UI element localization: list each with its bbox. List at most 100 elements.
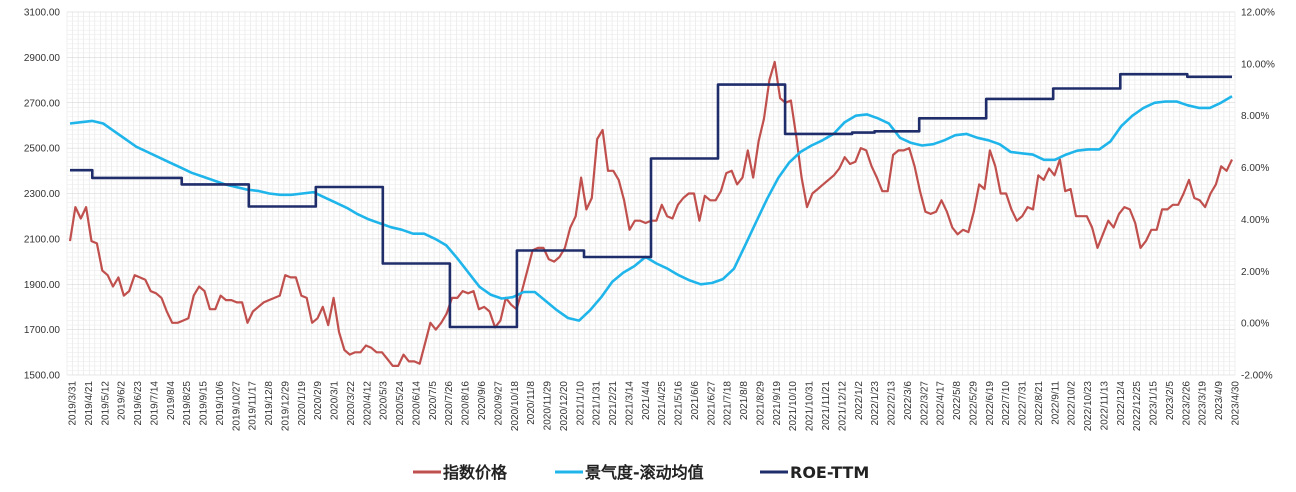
x-tick-label: 2022/1/23 [870,381,881,426]
x-tick-label: 2019/6/23 [133,381,144,426]
x-tick-label: 2021/6/27 [706,381,717,426]
x-tick-label: 2021/6/6 [690,381,701,420]
x-tick-label: 2022/5/8 [952,381,963,420]
x-tick-label: 2019/4/21 [84,381,95,426]
x-tick-label: 2022/10/2 [1067,381,1078,426]
series-line-2 [70,72,1232,329]
y-left-tick-label: 2100.00 [24,234,61,245]
x-tick-label: 2021/12/12 [837,381,848,431]
x-tick-label: 2022/8/21 [1034,381,1045,426]
x-tick-label: 2021/8/29 [756,381,767,426]
y-left-tick-label: 2300.00 [24,189,61,200]
x-tick-label: 2021/4/25 [657,381,668,426]
x-tick-label: 2020/5/24 [395,381,406,426]
x-tick-label: 2021/5/16 [674,381,685,426]
legend-label: 景气度-滚动均值 [585,463,704,482]
plot-area [66,11,1236,376]
x-tick-label: 2019/8/4 [166,381,177,420]
x-tick-label: 2021/2/21 [608,381,619,426]
y-left-tick-label: 1500.00 [24,371,61,382]
x-tick-label: 2020/1/19 [297,381,308,426]
legend-label: 指数价格 [443,463,508,482]
x-tick-label: 2020/2/9 [313,381,324,420]
y-right-tick-label: 8.00% [1241,111,1269,122]
x-tick-label: 2022/5/29 [968,381,979,426]
legend: 指数价格 景气度-滚动均值 ROE-TTM [413,463,869,482]
y-right-tick-label: 4.00% [1241,215,1269,226]
x-tick-label: 2020/11/29 [543,381,554,431]
x-tick-label: 2020/3/1 [330,381,341,420]
x-tick-label: 2023/4/9 [1214,381,1225,420]
x-tick-label: 2021/10/31 [805,381,816,431]
x-tick-label: 2022/3/27 [919,381,930,426]
x-tick-label: 2022/2/13 [887,381,898,426]
x-tick-label: 2022/12/25 [1132,381,1143,431]
x-tick-label: 2019/12/8 [264,381,275,426]
y-right-tick-label: 0.00% [1241,319,1269,330]
x-tick-label: 2020/7/26 [444,381,455,426]
x-tick-label: 2019/7/14 [149,381,160,426]
y-left-axis-labels: 3100.00 2900.00 2700.00 2500.00 2300.00 2100.… [24,8,61,382]
x-tick-label: 2020/5/3 [379,381,390,420]
x-tick-label: 2021/1/31 [592,381,603,426]
x-tick-label: 2019/8/25 [182,381,193,426]
x-tick-label: 2019/12/29 [280,381,291,431]
x-tick-label: 2019/3/31 [68,381,79,426]
x-tick-label: 2023/2/26 [1181,381,1192,426]
y-right-tick-label: -2.00% [1241,371,1273,382]
legend-label: ROE-TTM [790,463,869,482]
y-right-tick-label: 6.00% [1241,163,1269,174]
y-right-tick-label: 12.00% [1241,8,1275,19]
x-tick-label: 2022/12/4 [1116,381,1127,426]
x-tick-label: 2021/4/4 [641,381,652,420]
x-tick-label: 2022/3/6 [903,381,914,420]
x-tick-label: 2019/9/15 [199,381,210,426]
x-tick-label: 2021/10/10 [788,381,799,431]
y-left-tick-label: 1700.00 [24,325,61,336]
x-tick-label: 2020/6/14 [412,381,423,426]
x-tick-label: 2021/1/10 [575,381,586,426]
x-tick-label: 2019/5/12 [100,381,111,426]
y-left-tick-label: 2700.00 [24,98,61,109]
y-left-tick-label: 2500.00 [24,144,61,155]
x-tick-label: 2022/9/11 [1050,381,1061,425]
series-lines [68,60,1233,367]
x-tick-label: 2020/7/5 [428,381,439,420]
x-tick-label: 2022/1/2 [854,381,865,420]
x-tick-label: 2019/10/6 [215,381,226,426]
x-tick-label: 2022/10/23 [1083,381,1094,431]
x-tick-label: 2021/8/8 [739,381,750,420]
x-tick-label: 2020/4/12 [362,381,373,426]
y-left-tick-label: 1900.00 [24,280,61,291]
x-tick-label: 2021/3/14 [624,381,635,426]
x-tick-label: 2022/7/31 [1018,381,1029,426]
x-tick-label: 2022/4/17 [936,381,947,426]
y-left-tick-label: 3100.00 [24,8,61,19]
x-tick-label: 2020/9/27 [493,381,504,426]
x-tick-label: 2019/10/27 [231,381,242,431]
x-tick-label: 2020/8/16 [461,381,472,426]
x-tick-label: 2022/11/13 [1100,381,1111,431]
x-tick-label: 2022/6/19 [985,381,996,426]
y-right-tick-label: 10.00% [1241,59,1275,70]
x-tick-label: 2021/11/21 [821,381,832,431]
x-tick-label: 2021/9/19 [772,381,783,426]
x-tick-label: 2019/6/2 [117,381,128,420]
x-tick-label: 2020/10/18 [510,381,521,431]
x-tick-label: 2022/7/10 [1001,381,1012,426]
x-tick-label: 2020/3/22 [346,381,357,426]
x-tick-label: 2023/4/30 [1231,381,1242,426]
x-tick-label: 2019/11/17 [248,381,259,431]
x-tick-label: 2023/1/15 [1149,381,1160,426]
x-tick-label: 2020/11/8 [526,381,537,425]
x-tick-label: 2021/7/18 [723,381,734,426]
series-line-1 [69,95,1233,322]
y-right-axis-labels: 12.00% 10.00% 8.00% 6.00% 4.00% 2.00% 0.00% -2.… [1241,8,1275,382]
x-tick-label: 2020/12/20 [559,381,570,431]
x-tick-label: 2023/3/19 [1198,381,1209,426]
x-tick-label: 2020/9/6 [477,381,488,420]
x-axis-labels: 2019/3/31 2019/4/21 2019/5/12 2019/6/2 2019/… [68,381,1242,431]
x-tick-label: 2023/2/5 [1165,381,1176,420]
y-left-tick-label: 2900.00 [24,53,61,64]
